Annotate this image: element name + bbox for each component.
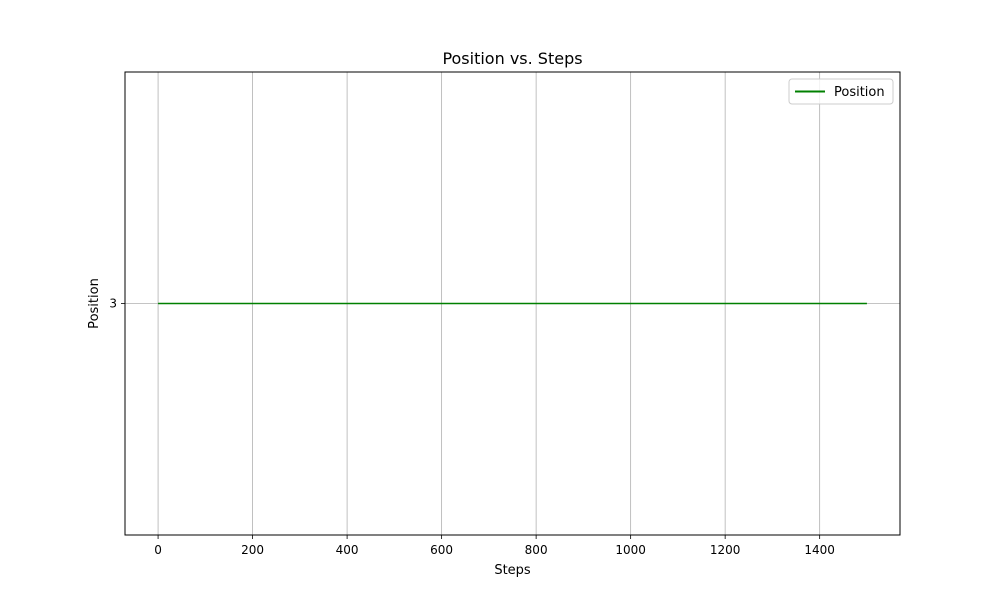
- y-tick-label: 3: [109, 297, 117, 311]
- legend-box: [788, 78, 894, 105]
- legend: Position: [788, 78, 894, 105]
- x-tick-label: 800: [525, 543, 548, 557]
- x-tick-label: 400: [336, 543, 359, 557]
- x-tick-label: 1400: [804, 543, 835, 557]
- axis-ticks: 0 200 400 600 800 1000 1200 1400 3: [109, 297, 835, 558]
- x-axis-label: Steps: [494, 563, 531, 578]
- x-tick-label: 200: [241, 543, 264, 557]
- x-tick-label: 1200: [710, 543, 741, 557]
- chart-title: Position vs. Steps: [442, 49, 582, 68]
- x-tick-label: 600: [430, 543, 453, 557]
- x-tick-label: 0: [154, 543, 162, 557]
- x-tick-label: 1000: [615, 543, 646, 557]
- y-axis-label: Position: [87, 278, 102, 329]
- legend-label-position: Position: [834, 85, 885, 100]
